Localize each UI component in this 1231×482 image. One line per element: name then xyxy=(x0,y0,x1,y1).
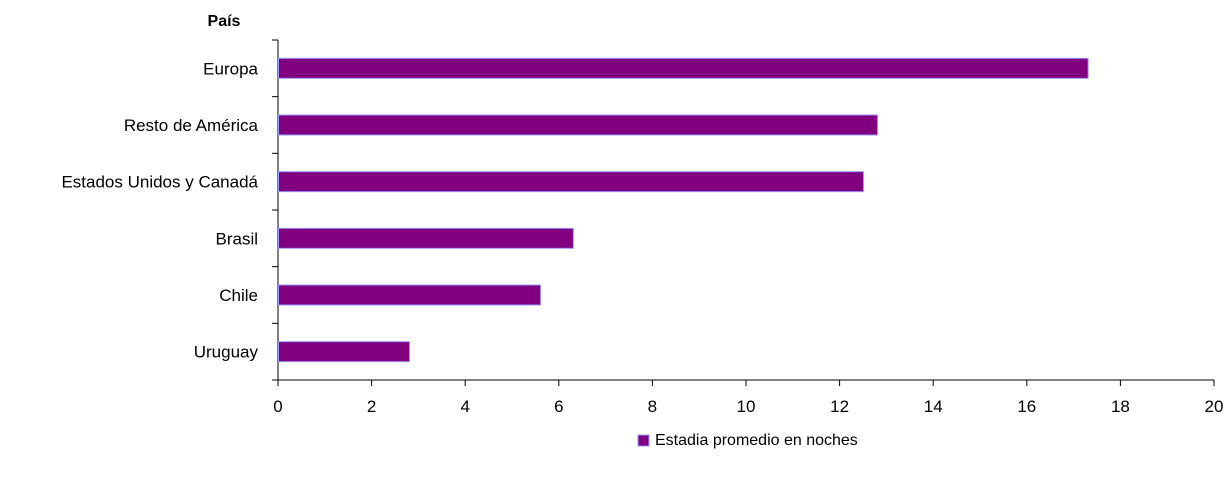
category-label: Estados Unidos y Canadá xyxy=(61,173,258,192)
x-tick-label: 18 xyxy=(1111,397,1130,416)
x-tick-label: 8 xyxy=(648,397,657,416)
bar xyxy=(278,341,411,363)
x-tick-label: 6 xyxy=(554,397,563,416)
y-axis-title: País xyxy=(208,13,241,30)
x-tick-label: 16 xyxy=(1017,397,1036,416)
x-tick-label: 4 xyxy=(460,397,469,416)
x-tick-label: 10 xyxy=(737,397,756,416)
bars-group xyxy=(278,57,1089,363)
x-tick-label: 2 xyxy=(367,397,376,416)
x-tick-label: 12 xyxy=(830,397,849,416)
category-labels: Europa Resto de América Estados Unidos y C… xyxy=(61,59,258,361)
bar xyxy=(278,227,574,249)
category-label: Chile xyxy=(219,286,258,305)
x-tick-labels: 0 2 4 6 8 10 12 14 16 18 20 xyxy=(273,397,1223,416)
bar xyxy=(278,284,542,306)
axes xyxy=(272,39,1215,386)
category-label: Brasil xyxy=(215,229,258,248)
bar xyxy=(278,171,864,193)
bar xyxy=(278,57,1089,79)
legend-swatch xyxy=(637,434,650,447)
category-label: Resto de América xyxy=(124,116,259,135)
category-label: Uruguay xyxy=(194,343,259,362)
x-tick-label: 0 xyxy=(273,397,282,416)
x-tick-label: 20 xyxy=(1205,397,1224,416)
category-label: Europa xyxy=(203,59,258,78)
bar xyxy=(278,114,879,136)
legend-label: Estadia promedio en noches xyxy=(655,432,858,449)
legend: Estadia promedio en noches xyxy=(637,432,858,449)
x-tick-label: 14 xyxy=(924,397,943,416)
